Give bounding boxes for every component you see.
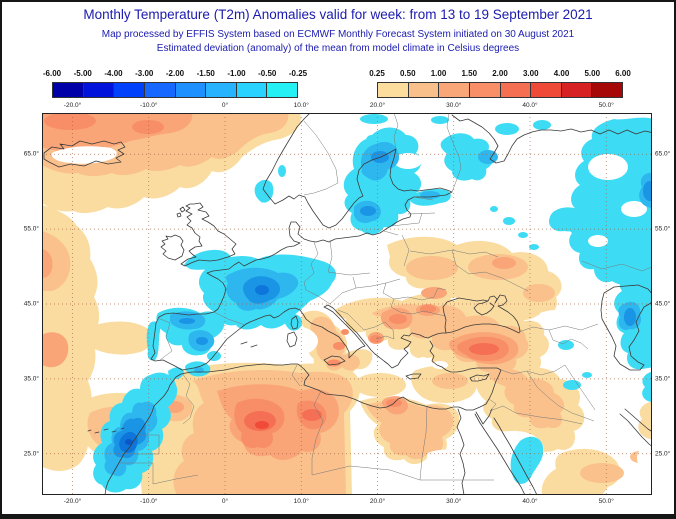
tick-label: 25.0° — [655, 450, 671, 458]
coastlines — [43, 113, 652, 495]
colorbar-label: 0.25 — [369, 69, 385, 78]
tick-label: 65.0° — [23, 150, 39, 158]
tick-label: 20.0° — [369, 102, 386, 109]
colorbar-cell — [438, 82, 470, 98]
tick-label: 30.0° — [446, 102, 462, 109]
tick-label: 0° — [221, 102, 229, 109]
colorbar-negative — [52, 82, 298, 98]
colorbar-cell — [52, 82, 84, 98]
colorbar-cell — [174, 82, 207, 98]
page-subtitle-2: Estimated deviation (anomaly) of the mea… — [156, 43, 520, 54]
colorbar-cell — [468, 82, 501, 98]
cold-anomaly-regions — [93, 114, 652, 493]
europe-anomaly-map — [42, 113, 652, 495]
colorbar-cell — [530, 82, 562, 98]
tick-label: -20.0° — [63, 102, 82, 109]
colorbar-label: 6.00 — [615, 69, 631, 78]
tick-label: 55.0° — [655, 225, 671, 233]
tick-label: 30.0° — [446, 498, 462, 505]
tick-label: 45.0° — [23, 300, 39, 308]
map-area: -20.0° -10.0° 0° 10.0° 20.0° 30.0° 40.0° 50.0° -… — [24, 102, 671, 505]
colorbar-cell — [113, 82, 145, 98]
colorbar-label: 1.00 — [430, 69, 447, 78]
tick-label: 55.0° — [23, 225, 39, 233]
colorbar-positive — [377, 82, 623, 98]
colorbar-label: -3.00 — [135, 69, 154, 78]
tick-label: 35.0° — [23, 375, 39, 383]
colorbar-label: 4.00 — [553, 69, 570, 78]
tick-label: 20.0° — [369, 498, 386, 505]
colorbar-cell — [143, 82, 176, 98]
colorbar-label: 2.00 — [492, 69, 508, 78]
tick-label: 10.0° — [293, 102, 309, 109]
colorbar-label: 0.50 — [399, 69, 416, 78]
tick-label: 65.0° — [655, 150, 671, 158]
tick-label: 50.0° — [598, 102, 614, 109]
colorbar-negative-labels: -6.00 -5.00 -4.00 -3.00 -2.00 -1.50 -1.00 -0.50… — [43, 69, 307, 79]
colorbar-label: -5.00 — [73, 69, 92, 78]
colorbar-label: -4.00 — [104, 69, 123, 78]
tick-label: 25.0° — [23, 450, 39, 458]
tick-label: 0° — [221, 498, 229, 505]
tick-label: -10.0° — [140, 498, 158, 505]
colorbar-label: -1.50 — [196, 69, 215, 78]
colorbar-label: -0.25 — [288, 69, 308, 78]
colorbar-cell — [560, 82, 593, 98]
page-title: Monthly Temperature (T2m) Anomalies vali… — [83, 7, 593, 22]
colorbar-cell — [407, 82, 440, 98]
tick-label: 35.0° — [655, 375, 671, 383]
colorbar-label: -6.00 — [42, 69, 62, 78]
colorbar-positive-labels: 0.25 0.50 1.00 1.50 2.00 3.00 4.00 5.00 6.00 — [369, 69, 631, 79]
colorbar-label: 5.00 — [584, 69, 601, 78]
tick-label: -10.0° — [140, 102, 158, 109]
colorbar-label: 3.00 — [522, 69, 539, 78]
colorbar-cell — [591, 82, 623, 98]
colorbar-label: -1.00 — [227, 69, 246, 78]
graticule — [42, 113, 652, 495]
tick-label: 40.0° — [522, 102, 538, 109]
tick-label: 40.0° — [522, 498, 538, 505]
colorbar-label: -2.00 — [165, 69, 185, 78]
tick-label: 10.0° — [293, 498, 309, 505]
country-borders — [120, 113, 652, 485]
colorbar-label: -0.50 — [258, 69, 277, 78]
page-subtitle-1: Map processed by EFFIS System based on E… — [101, 29, 575, 40]
colorbar-cell — [82, 82, 115, 98]
colorbar-label: 1.50 — [461, 69, 478, 78]
colorbar-cell — [499, 82, 532, 98]
colorbar-cell — [235, 82, 268, 98]
tick-label: 50.0° — [598, 498, 614, 505]
colorbar-cell — [205, 82, 237, 98]
map-frame — [42, 113, 652, 495]
tick-label: 45.0° — [655, 300, 671, 308]
colorbar-cell — [266, 82, 298, 98]
colorbar-cell — [377, 82, 409, 98]
tick-label: -20.0° — [63, 498, 82, 505]
